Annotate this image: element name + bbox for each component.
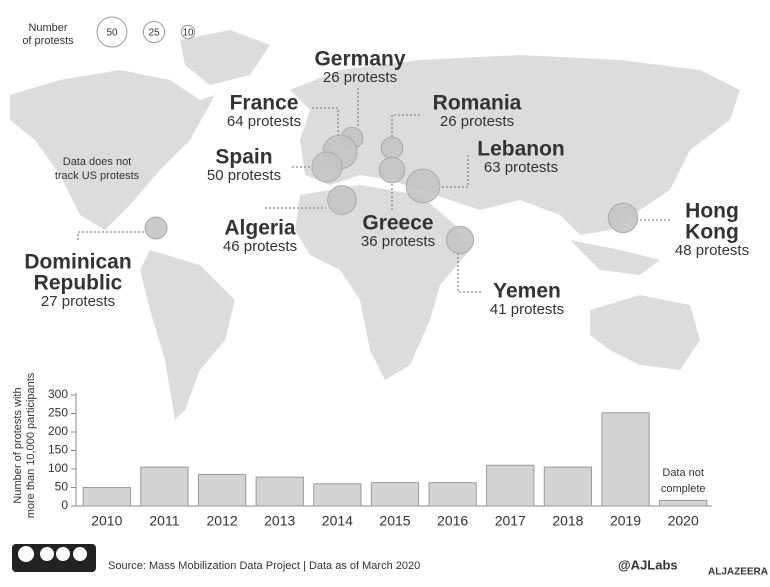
legend-title: of protests — [22, 35, 74, 47]
bar — [82, 487, 131, 507]
legend-size-label: 10 — [182, 28, 194, 39]
x-tick-label: 2018 — [552, 513, 583, 529]
annotation: Data not — [662, 467, 704, 479]
annotation: complete — [661, 483, 706, 495]
protest-circle — [405, 168, 441, 204]
protest-circle — [311, 151, 343, 183]
x-tick-label: 2016 — [437, 513, 468, 529]
y-tick-label: 150 — [48, 443, 68, 457]
country-count: 36 protests — [361, 233, 435, 250]
y-axis-label: Number of protests with — [12, 387, 24, 503]
footer — [12, 544, 96, 572]
country-name: Spain — [215, 146, 272, 169]
country-name: Algeria — [224, 217, 296, 240]
y-tick-label: 0 — [61, 498, 68, 512]
bar — [486, 464, 535, 507]
country-name: Yemen — [493, 280, 561, 303]
protest-circle — [144, 216, 168, 240]
bar — [601, 412, 650, 507]
x-tick-label: 2019 — [610, 513, 641, 529]
bar — [313, 483, 362, 507]
country-name: France — [230, 92, 299, 115]
country-name: Romania — [433, 92, 522, 115]
x-tick-label: 2014 — [322, 513, 353, 529]
country-count: 46 protests — [223, 238, 297, 255]
world-map — [10, 30, 740, 420]
legend-circle — [180, 24, 196, 40]
y-axis-label: more than 10,000 participants — [25, 372, 37, 518]
bar — [140, 466, 189, 507]
protest-circle — [378, 156, 406, 184]
map-note: Data does not — [63, 156, 132, 168]
country-count: 26 protests — [440, 113, 514, 130]
country-count: 26 protests — [323, 69, 397, 86]
connector-lines — [77, 88, 672, 293]
country-count: 41 protests — [490, 301, 564, 318]
protest-circle — [380, 136, 404, 160]
country-count: 50 protests — [207, 167, 281, 184]
country-name: Kong — [685, 221, 739, 244]
country-name: Dominican — [24, 251, 131, 274]
country-name: Republic — [34, 272, 123, 295]
country-name: Lebanon — [477, 138, 565, 161]
x-tick-label: 2017 — [495, 513, 526, 529]
bar — [543, 466, 593, 507]
bar — [255, 476, 304, 507]
protest-circle — [607, 202, 639, 234]
x-tick-label: 2020 — [668, 513, 699, 529]
y-tick-label: 100 — [48, 461, 68, 475]
country-count: 27 protests — [41, 293, 115, 310]
x-tick-label: 2011 — [149, 513, 179, 529]
country-name: Germany — [314, 48, 405, 71]
x-tick-label: 2012 — [207, 513, 238, 529]
x-tick-label: 2010 — [91, 513, 122, 529]
brand: ALJAZEERA — [708, 567, 768, 578]
map-note: track US protests — [55, 170, 140, 182]
x-tick-label: 2015 — [379, 513, 410, 529]
bar — [370, 482, 420, 507]
country-count: 48 protests — [675, 242, 749, 259]
legend-size-label: 25 — [148, 28, 160, 39]
bar — [197, 474, 247, 507]
x-tick-label: 2013 — [264, 513, 295, 529]
legend-circle — [96, 16, 128, 48]
protest-circle — [445, 225, 475, 255]
protest-circle — [327, 185, 357, 215]
y-tick-label: 50 — [55, 480, 69, 494]
country-count: 63 protests — [484, 159, 558, 176]
country-count: 64 protests — [227, 113, 301, 130]
bar — [659, 499, 708, 507]
y-tick-label: 200 — [48, 424, 68, 438]
country-name: Hong — [685, 200, 739, 223]
y-tick-label: 250 — [48, 406, 68, 420]
legend-circle — [142, 20, 166, 44]
source: Source: Mass Mobilization Data Project |… — [108, 560, 420, 572]
legend-title: Number — [28, 22, 67, 34]
handle: @AJLabs — [618, 557, 678, 572]
country-name: Greece — [362, 212, 433, 235]
legend-size-label: 50 — [106, 28, 118, 39]
y-tick-label: 300 — [48, 387, 68, 401]
bar — [428, 482, 477, 507]
